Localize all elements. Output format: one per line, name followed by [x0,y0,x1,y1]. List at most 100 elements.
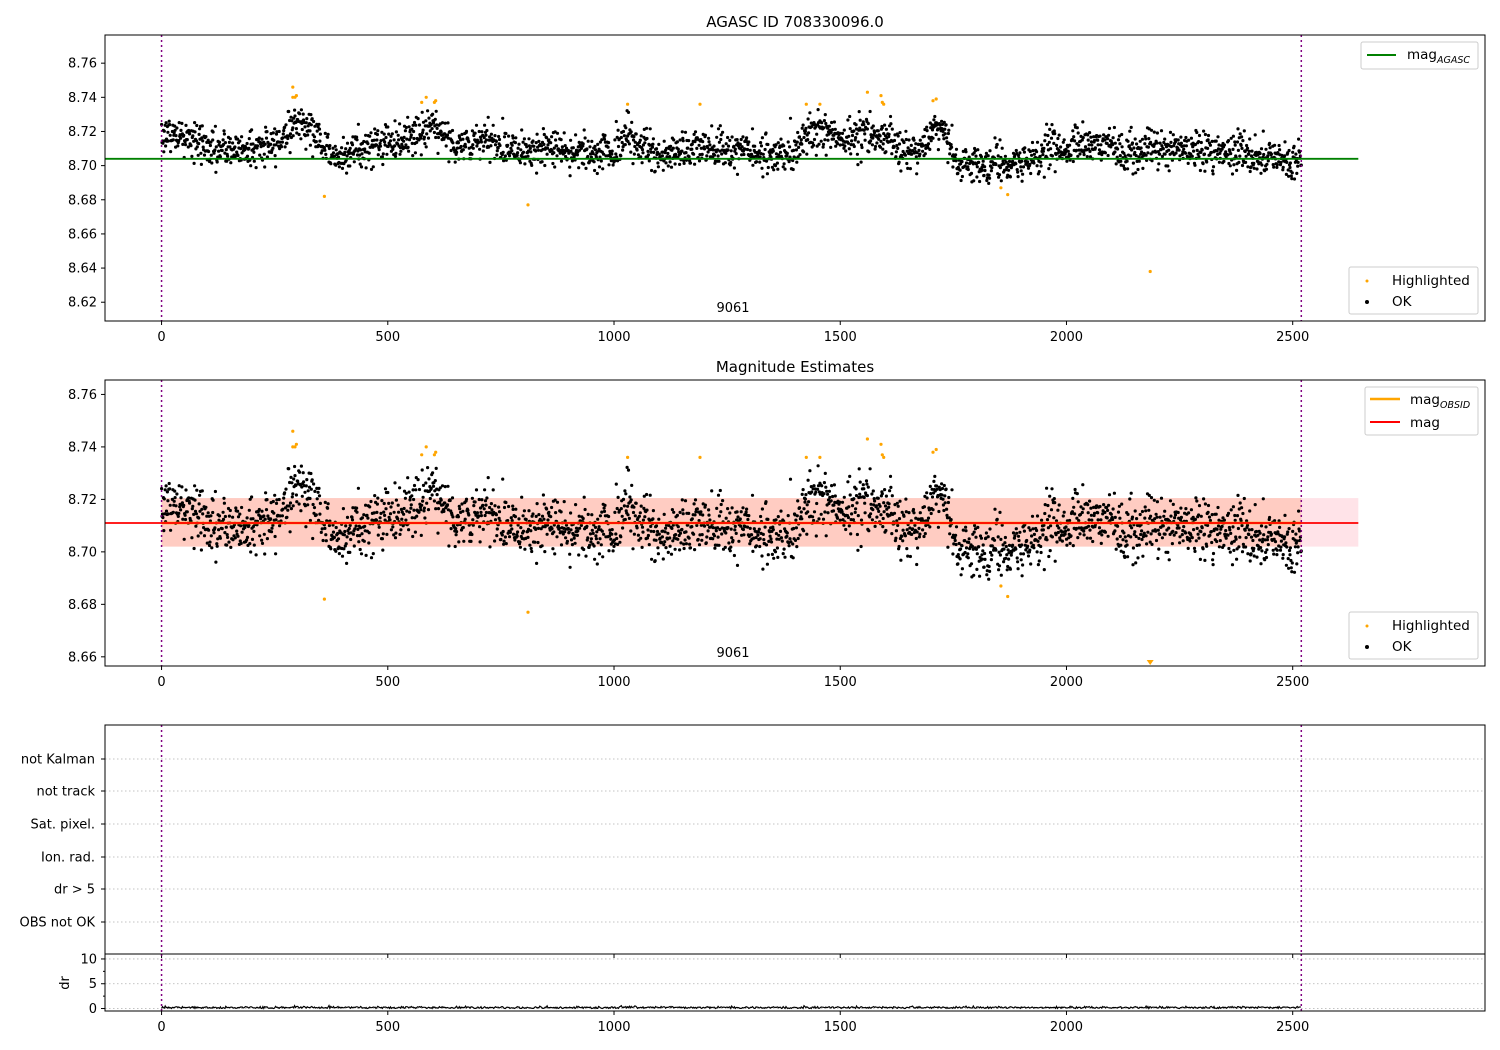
ok-point [529,546,533,551]
ok-point [1056,151,1060,155]
ok-point [168,123,172,127]
ok-point [1130,515,1135,519]
ok-point [1198,557,1202,562]
ok-point [652,529,656,534]
ok-point [626,139,630,144]
ok-point [1218,531,1222,535]
ok-point [788,477,793,481]
ok-point [478,540,482,544]
ok-point [975,552,979,556]
ok-point [537,513,541,517]
ok-point [1035,514,1040,518]
ok-point [756,530,761,534]
ok-point [1041,153,1045,157]
ok-point [383,518,387,522]
ok-point [287,467,291,471]
ok-point [464,145,468,149]
ok-point [1240,163,1245,168]
ok-point [988,149,992,153]
ok-point [1144,509,1148,513]
ok-point [615,155,619,159]
ok-point [648,493,652,497]
ok-point [1195,148,1199,152]
ok-point [301,471,305,475]
ok-point [229,545,233,550]
ok-point [281,501,285,505]
ok-point [1118,516,1122,520]
ok-point [593,148,598,152]
ok-point [515,153,519,157]
ok-point [1174,531,1178,535]
ok-point [173,124,177,128]
ok-point [690,525,694,529]
ok-point [824,534,828,538]
ok-point [994,162,998,167]
ok-point [1133,530,1137,534]
ok-point [654,147,659,151]
ok-point [775,161,780,165]
ok-point [1136,556,1140,560]
ok-point [456,141,460,145]
ok-point [954,525,959,529]
ok-point [521,150,526,154]
ok-point [831,509,836,513]
ok-point [1229,508,1233,512]
ok-point [1240,506,1244,510]
ok-point [1181,539,1185,543]
ok-point [827,124,832,128]
ok-point [1161,524,1165,528]
ok-point [814,490,818,494]
ok-point [806,510,810,514]
ok-point [557,526,561,531]
ok-point [1152,144,1156,148]
ok-point [1043,511,1047,516]
ok-point [551,547,555,551]
ok-point [856,163,860,167]
ok-point [1096,138,1100,142]
ok-point [1048,549,1052,553]
ok-point [721,499,725,503]
ok-point [925,125,929,129]
ok-point [448,498,452,503]
ok-point [207,543,212,548]
ok-point [493,134,497,138]
ok-point [882,510,886,514]
ok-point [787,160,791,164]
ok-point [761,532,765,537]
ok-point [611,163,615,167]
ok-point [531,512,535,516]
ok-point [788,116,793,120]
ok-point [723,161,727,165]
ok-point [271,499,275,504]
ok-point [1237,160,1241,164]
ok-point [980,168,984,172]
ok-point [1217,545,1221,549]
ok-point [1089,513,1093,517]
ok-point [1045,122,1049,126]
ok-point [1172,533,1176,537]
ok-point [1198,168,1202,173]
ok-point [717,140,722,144]
ok-point [615,506,619,511]
y-tick-label: 8.62 [68,296,97,311]
ok-point [705,535,709,539]
ok-point [1156,168,1160,172]
ok-point [719,510,723,514]
ok-point [873,524,877,529]
ok-point [274,518,278,522]
ok-point [859,160,863,164]
ok-point [958,168,962,172]
ok-point [937,509,941,514]
ok-point [931,508,935,512]
ok-point [195,145,199,149]
ok-point [288,132,293,136]
ok-point [420,110,424,114]
ok-point [542,132,546,137]
ok-point [1085,155,1089,159]
ok-point [454,533,458,537]
ok-point [233,536,237,540]
ok-point [380,537,384,541]
ok-point [286,136,290,141]
ok-point [633,144,637,149]
ok-point [628,495,632,499]
